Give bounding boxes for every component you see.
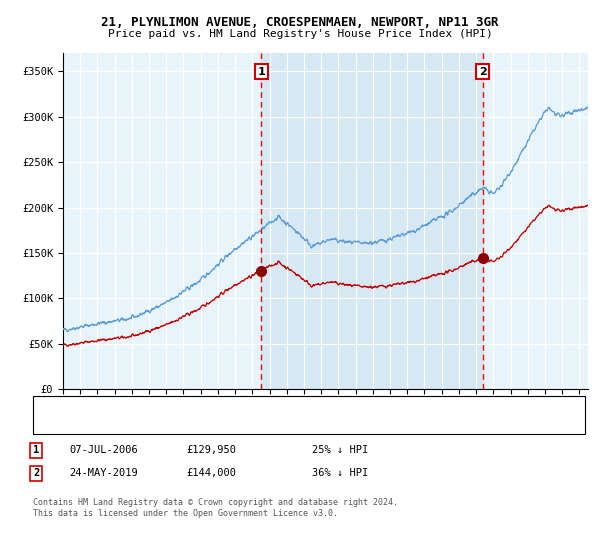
Text: 07-JUL-2006: 07-JUL-2006 bbox=[69, 445, 138, 455]
Text: £144,000: £144,000 bbox=[186, 468, 236, 478]
Text: 2: 2 bbox=[479, 67, 487, 77]
Text: 36% ↓ HPI: 36% ↓ HPI bbox=[312, 468, 368, 478]
Text: 21, PLYNLIMON AVENUE, CROESPENMAEN, NEWPORT, NP11 3GR (detached house): 21, PLYNLIMON AVENUE, CROESPENMAEN, NEWP… bbox=[75, 402, 451, 411]
Text: ——: —— bbox=[42, 418, 70, 432]
Text: 1: 1 bbox=[33, 445, 39, 455]
Text: 25% ↓ HPI: 25% ↓ HPI bbox=[312, 445, 368, 455]
Text: 21, PLYNLIMON AVENUE, CROESPENMAEN, NEWPORT, NP11 3GR: 21, PLYNLIMON AVENUE, CROESPENMAEN, NEWP… bbox=[101, 16, 499, 29]
Text: Contains HM Land Registry data © Crown copyright and database right 2024.
This d: Contains HM Land Registry data © Crown c… bbox=[33, 498, 398, 518]
Text: 2: 2 bbox=[33, 468, 39, 478]
Bar bbox=[261, 53, 483, 389]
Text: ——: —— bbox=[42, 400, 70, 414]
Text: £129,950: £129,950 bbox=[186, 445, 236, 455]
Text: 24-MAY-2019: 24-MAY-2019 bbox=[69, 468, 138, 478]
Text: Price paid vs. HM Land Registry's House Price Index (HPI): Price paid vs. HM Land Registry's House … bbox=[107, 29, 493, 39]
Text: 1: 1 bbox=[257, 67, 265, 77]
Text: HPI: Average price, detached house, Caerphilly: HPI: Average price, detached house, Caer… bbox=[75, 420, 322, 429]
